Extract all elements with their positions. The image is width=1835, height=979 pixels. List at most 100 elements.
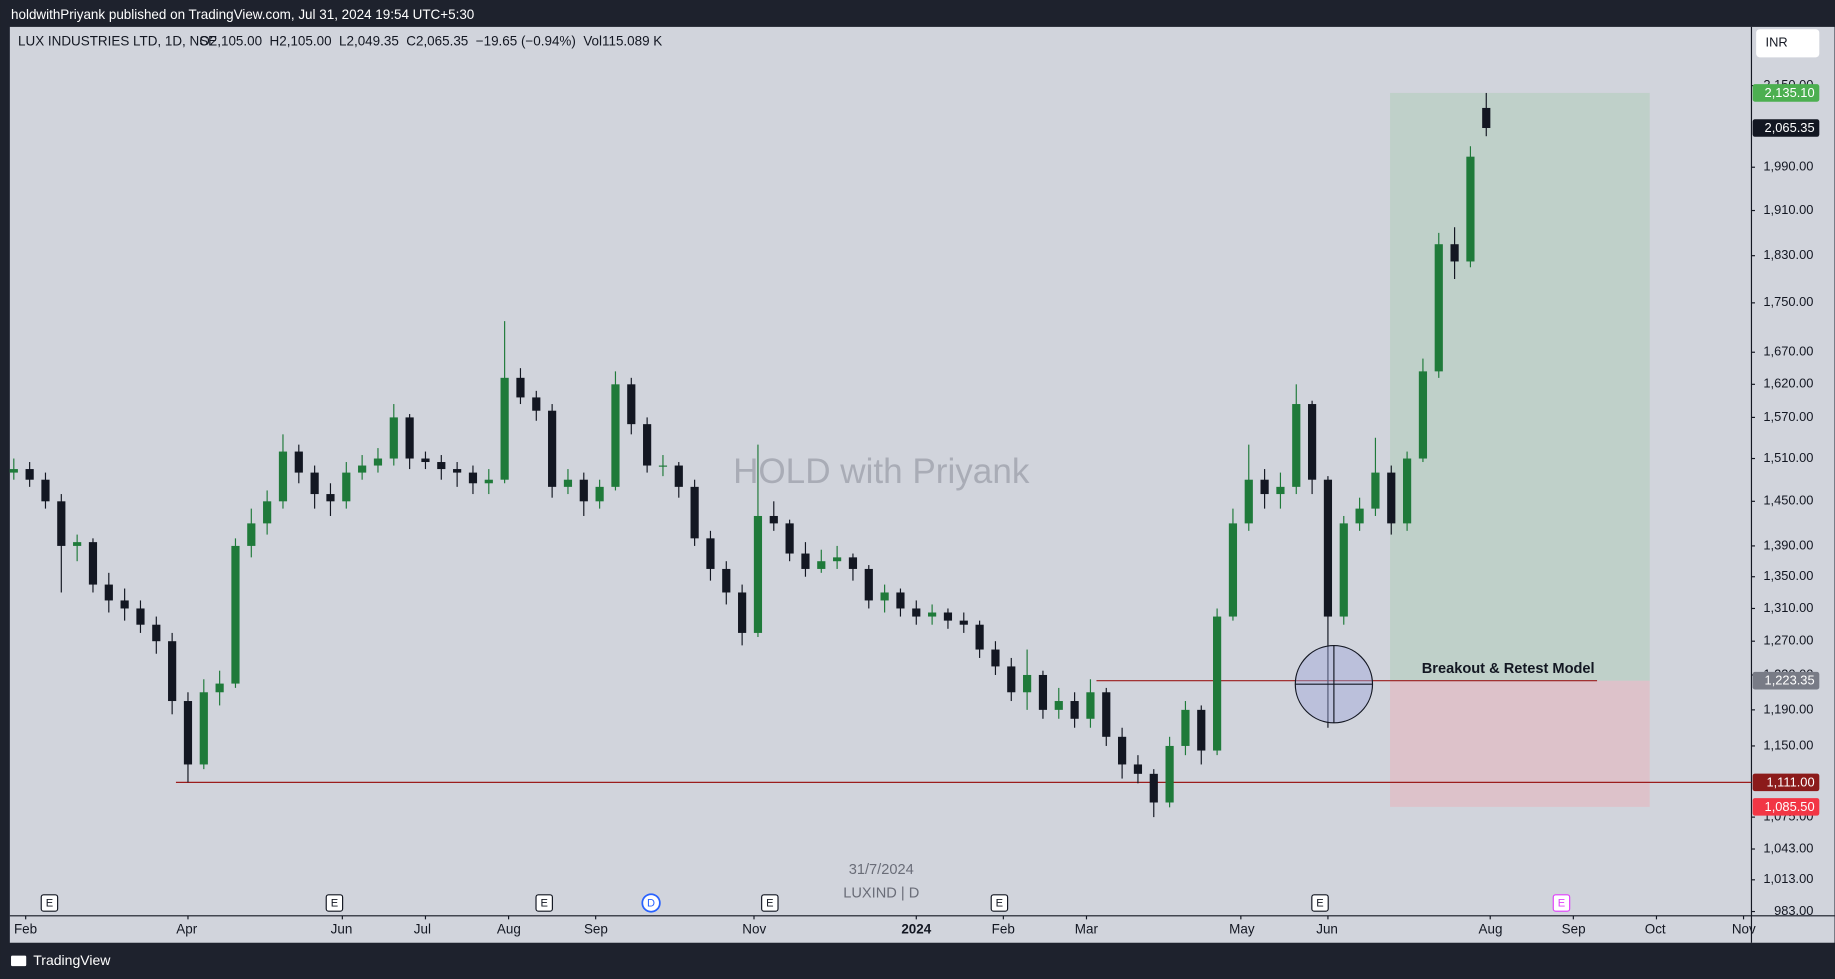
candle-body bbox=[991, 649, 1000, 667]
candle-body bbox=[595, 486, 604, 502]
candle-body bbox=[1308, 404, 1317, 480]
candle-body bbox=[833, 557, 842, 562]
candle-body bbox=[1038, 674, 1048, 710]
price-badge-label: 1,223.35 bbox=[1765, 673, 1815, 688]
candle-body bbox=[1418, 371, 1428, 459]
candle-body bbox=[1228, 523, 1238, 617]
candle-body bbox=[738, 592, 747, 633]
candle-body bbox=[310, 472, 319, 495]
y-tick-label: 1,013.00 bbox=[1763, 871, 1813, 886]
candle-body bbox=[706, 538, 715, 569]
x-tick-label: Nov bbox=[1732, 921, 1756, 936]
candle-body bbox=[247, 523, 256, 546]
candle-body bbox=[1213, 616, 1222, 751]
x-tick-label: Nov bbox=[742, 921, 766, 936]
candle-body bbox=[943, 612, 953, 621]
candle-body bbox=[643, 424, 652, 466]
candle-body bbox=[1371, 472, 1380, 509]
y-tick-label: 1,910.00 bbox=[1763, 202, 1813, 217]
candle-body bbox=[1007, 666, 1016, 693]
candle-body bbox=[152, 624, 161, 642]
y-tick-label: 1,390.00 bbox=[1763, 537, 1813, 552]
currency[interactable]: INR bbox=[1765, 35, 1787, 50]
event-marker bbox=[40, 894, 59, 912]
event-label: E bbox=[996, 897, 1003, 909]
candle-body bbox=[25, 469, 34, 480]
candle-body bbox=[1482, 107, 1491, 129]
price-badge-label: 2,065.35 bbox=[1765, 120, 1815, 135]
y-tick-label: 1,510.00 bbox=[1763, 450, 1813, 465]
candle-body bbox=[563, 479, 573, 487]
candle-body bbox=[627, 384, 636, 425]
candle-body bbox=[959, 620, 968, 625]
candle-body bbox=[1149, 773, 1158, 803]
candle-body bbox=[928, 612, 937, 617]
candle-body bbox=[1023, 674, 1032, 693]
candle-body bbox=[722, 568, 731, 593]
event-label: D bbox=[647, 897, 655, 909]
x-tick-label: Jun bbox=[331, 921, 353, 936]
event-label: E bbox=[766, 897, 773, 909]
y-tick-label: 1,043.00 bbox=[1763, 840, 1813, 855]
ticker-label: LUXIND | D bbox=[843, 885, 919, 901]
candle-body bbox=[57, 501, 66, 546]
y-tick-label: 1,270.00 bbox=[1763, 633, 1813, 648]
symbol: LUX INDUSTRIES LTD, 1D, NSE bbox=[18, 34, 217, 49]
candle-body bbox=[1102, 692, 1111, 737]
candle-body bbox=[674, 465, 683, 487]
event-label: E bbox=[46, 897, 53, 909]
event-marker bbox=[1311, 894, 1329, 912]
candle-body bbox=[848, 557, 858, 569]
stop-zone bbox=[1390, 680, 1650, 807]
y-tick-label: 1,750.00 bbox=[1763, 294, 1813, 309]
candle-body bbox=[1054, 701, 1063, 710]
event-marker bbox=[325, 894, 344, 912]
candle-body bbox=[1197, 709, 1206, 751]
candle-body bbox=[912, 608, 921, 617]
x-tick-label: Jul bbox=[414, 921, 431, 936]
candle-body bbox=[136, 608, 145, 625]
event-marker bbox=[761, 894, 779, 912]
candle-body bbox=[817, 561, 826, 569]
candle-body bbox=[516, 377, 525, 398]
event-marker bbox=[990, 894, 1009, 912]
currency-box[interactable] bbox=[1756, 29, 1820, 58]
event-label: E bbox=[1316, 897, 1323, 909]
candle-body bbox=[975, 624, 984, 650]
y-tick-label: 1,190.00 bbox=[1763, 701, 1813, 716]
candle-body bbox=[532, 397, 541, 411]
candle-body bbox=[88, 542, 98, 585]
ohlc-text: O2,105.00 H2,105.00 L2,049.35 C2,065.35 … bbox=[199, 34, 662, 49]
candle-body bbox=[263, 501, 272, 524]
candle-body bbox=[278, 451, 288, 502]
candle-body bbox=[1244, 479, 1253, 524]
candle-body bbox=[1276, 486, 1285, 495]
y-tick-label: 1,450.00 bbox=[1763, 493, 1813, 508]
brand-logo bbox=[11, 955, 27, 967]
candle-body bbox=[73, 542, 82, 546]
candle-body bbox=[1292, 404, 1301, 487]
candle-body bbox=[1133, 764, 1143, 774]
candle-body bbox=[785, 523, 794, 554]
event-marker bbox=[641, 893, 661, 913]
candle-body bbox=[342, 472, 351, 502]
candle-body bbox=[1118, 736, 1127, 765]
candle-body bbox=[896, 592, 905, 609]
candle-body bbox=[1403, 458, 1412, 524]
time-axis bbox=[9, 915, 1752, 943]
candle-body bbox=[1181, 709, 1190, 746]
candle-body bbox=[358, 465, 367, 473]
candle-body bbox=[104, 584, 113, 601]
overlays: Breakout & Retest Model bbox=[1294, 645, 1595, 724]
price-badge-label: 1,111.00 bbox=[1766, 774, 1814, 789]
target-zone bbox=[1390, 92, 1650, 681]
drawings bbox=[175, 92, 1752, 807]
y-tick-label: 983.00 bbox=[1774, 903, 1813, 918]
y-tick-label: 1,310.00 bbox=[1763, 600, 1813, 615]
x-tick-label: Mar bbox=[1075, 921, 1099, 936]
candle-body bbox=[421, 458, 430, 463]
published-text: holdwithPriyank published on TradingView… bbox=[11, 7, 474, 22]
candle-body bbox=[168, 641, 177, 702]
watermark: HOLD with Priyank bbox=[733, 452, 1030, 491]
